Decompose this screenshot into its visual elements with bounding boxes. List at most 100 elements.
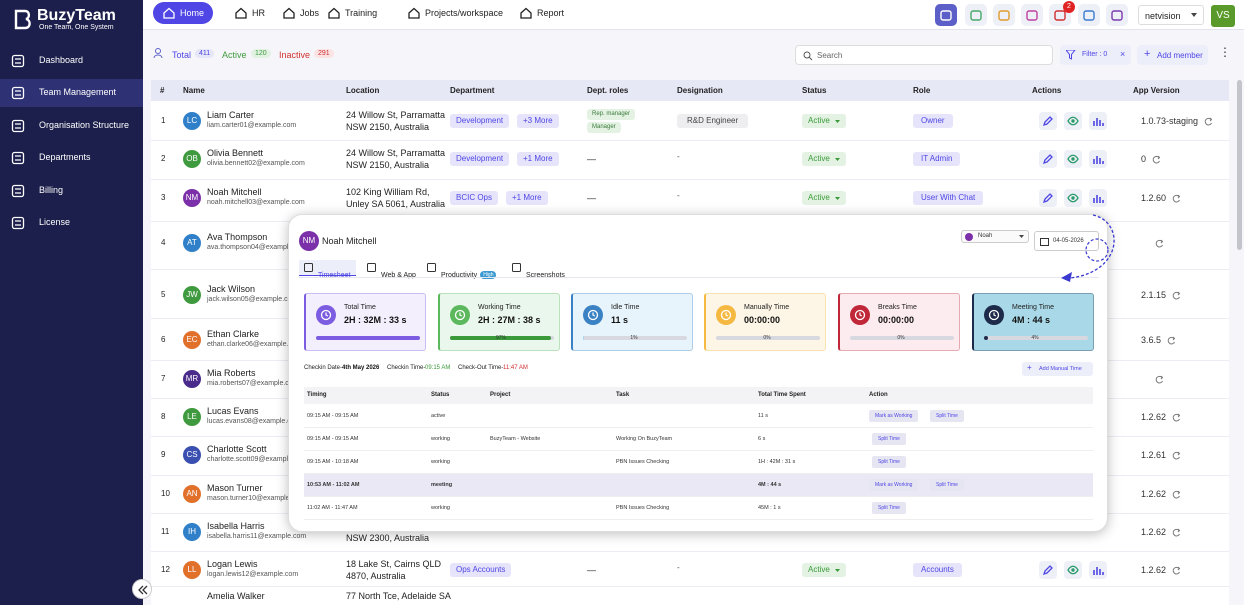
card-value: 00:00:00 — [744, 315, 781, 325]
icon-button[interactable] — [965, 4, 987, 26]
card-title: Breaks Time — [878, 304, 917, 311]
row-action-button[interactable]: Mark as Working — [869, 479, 919, 491]
cell-timing: 11:02 AM - 11:47 AM — [307, 505, 358, 511]
stat-card: Working Time 2H : 27M : 38 s 97% — [438, 293, 560, 351]
nav-menu[interactable]: HR — [225, 2, 265, 24]
tab[interactable]: Web & App — [362, 260, 422, 279]
timesheet-column: Total Time Spent — [758, 392, 806, 398]
stats-action[interactable] — [1089, 189, 1107, 207]
stat-label: Inactive — [279, 50, 311, 60]
app-version: 1.2.61 — [1141, 450, 1167, 460]
dept-role-pill: Rep. manager — [587, 109, 636, 120]
cell-total: 11 s — [758, 413, 768, 419]
row-action-button[interactable]: Mark as Working — [869, 410, 919, 422]
clock-icon — [320, 309, 332, 321]
timesheet-column: Timing — [307, 392, 327, 398]
location-line: NSW 2150, Australia — [346, 160, 430, 170]
tab[interactable]: Timesheet — [299, 260, 357, 279]
nav-menu[interactable]: Report — [510, 2, 564, 24]
user-name: Ava Thompson — [207, 232, 268, 242]
modal-avatar: NM — [299, 231, 319, 251]
tab[interactable]: Screenshots — [507, 260, 571, 279]
nav-label: Departments — [39, 152, 91, 162]
edit-action[interactable] — [1039, 112, 1057, 130]
scrollbar — [1237, 80, 1242, 250]
top-nav: Home HR Jobs Training Projects/workspace Repo… — [143, 0, 1244, 30]
edit-action[interactable] — [1039, 189, 1057, 207]
nav-menu[interactable]: Home — [153, 2, 213, 24]
app-version: 0 — [1141, 154, 1147, 164]
menu-label[interactable]: Jobs — [300, 8, 320, 18]
notification-badge: 2 — [1063, 1, 1075, 13]
menu-label[interactable]: Projects/workspace — [425, 8, 504, 18]
view-action[interactable] — [1064, 112, 1082, 130]
view-action[interactable] — [1064, 561, 1082, 579]
add-member-button[interactable]: + Add member — [1137, 45, 1208, 65]
nav-item[interactable]: Team Management — [0, 80, 143, 106]
add-manual-time-button[interactable]: + Add Manual Time — [1022, 362, 1093, 376]
icon-button[interactable] — [993, 4, 1015, 26]
nav-label: Dashboard — [39, 55, 84, 65]
edit-action[interactable] — [1039, 561, 1057, 579]
app-version: 1.2.62 — [1141, 565, 1167, 575]
action-icon — [1093, 195, 1104, 203]
tab-label[interactable]: Screenshots — [526, 272, 565, 279]
icon-button[interactable] — [1078, 4, 1100, 26]
tab[interactable]: Productivity High — [422, 260, 502, 279]
nav-menu[interactable]: Projects/workspace — [398, 2, 503, 24]
nav-item[interactable]: Billing — [0, 178, 143, 204]
edit-action[interactable] — [1039, 150, 1057, 168]
tab-label[interactable]: Timesheet — [318, 272, 351, 279]
menu-label[interactable]: Home — [180, 8, 205, 18]
date-picker-button[interactable]: 04-05-2026 — [1034, 231, 1099, 251]
nav-item[interactable]: Organisation Structure — [0, 113, 143, 139]
caret — [834, 569, 840, 572]
add-manual-label: Add Manual Time — [1039, 366, 1082, 372]
collapse-button[interactable] — [132, 579, 152, 599]
button-icon — [1026, 10, 1038, 21]
icon-button[interactable] — [1021, 4, 1043, 26]
user-select-menu[interactable]: Noah — [961, 230, 1029, 243]
avatar: JW — [183, 286, 201, 304]
avatar: AT — [183, 234, 201, 252]
stats-action[interactable] — [1089, 561, 1107, 579]
stat-card: Manually Time 00:00:00 0% — [704, 293, 826, 351]
icon-button[interactable] — [1106, 4, 1128, 26]
filter-button[interactable]: Filter : 0 × — [1060, 45, 1131, 65]
stats-action[interactable] — [1089, 150, 1107, 168]
menu-label[interactable]: Training — [345, 8, 378, 18]
department-pill: +1 More — [506, 191, 548, 205]
progress-track — [583, 336, 687, 340]
tab-divider[interactable] — [299, 277, 1099, 278]
nav-item[interactable]: Departments — [0, 145, 143, 171]
user-email: charlotte.scott09@example.com — [207, 456, 308, 463]
nav-menu[interactable]: Training — [318, 2, 377, 24]
avatar: LL — [183, 561, 201, 579]
tab-icon — [427, 263, 436, 272]
row-number: 12 — [161, 565, 170, 574]
nav-icon — [11, 54, 25, 68]
row-action-button[interactable]: Split Time — [872, 502, 906, 514]
view-action[interactable] — [1064, 189, 1082, 207]
tab-label[interactable]: Web & App — [381, 272, 416, 279]
row-action-button[interactable]: Split Time — [930, 479, 964, 491]
column-header: Role — [913, 86, 931, 95]
button-icon — [998, 10, 1010, 21]
tab-icon — [512, 263, 521, 272]
nav-item[interactable]: License — [0, 210, 143, 236]
avatar: EC — [183, 331, 201, 349]
menu-label[interactable]: Report — [537, 8, 565, 18]
view-action[interactable] — [1064, 150, 1082, 168]
nav-item[interactable]: Dashboard — [0, 48, 143, 74]
row-action-button[interactable]: Split Time — [872, 456, 906, 468]
stats-action[interactable] — [1089, 112, 1107, 130]
icon-button[interactable] — [935, 4, 957, 26]
user-email: lucas.evans08@example.com — [207, 418, 301, 425]
row-action-button[interactable]: Split Time — [872, 433, 906, 445]
tab-label[interactable]: Productivity — [441, 272, 478, 279]
row-action-button[interactable]: Split Time — [930, 410, 964, 422]
more-button[interactable]: ⋮ — [1219, 45, 1231, 59]
nav-menu[interactable]: Jobs — [273, 2, 319, 24]
menu-label[interactable]: HR — [252, 8, 265, 18]
table-header[interactable]: # Name Location Department Dept. roles Design… — [151, 80, 1229, 101]
